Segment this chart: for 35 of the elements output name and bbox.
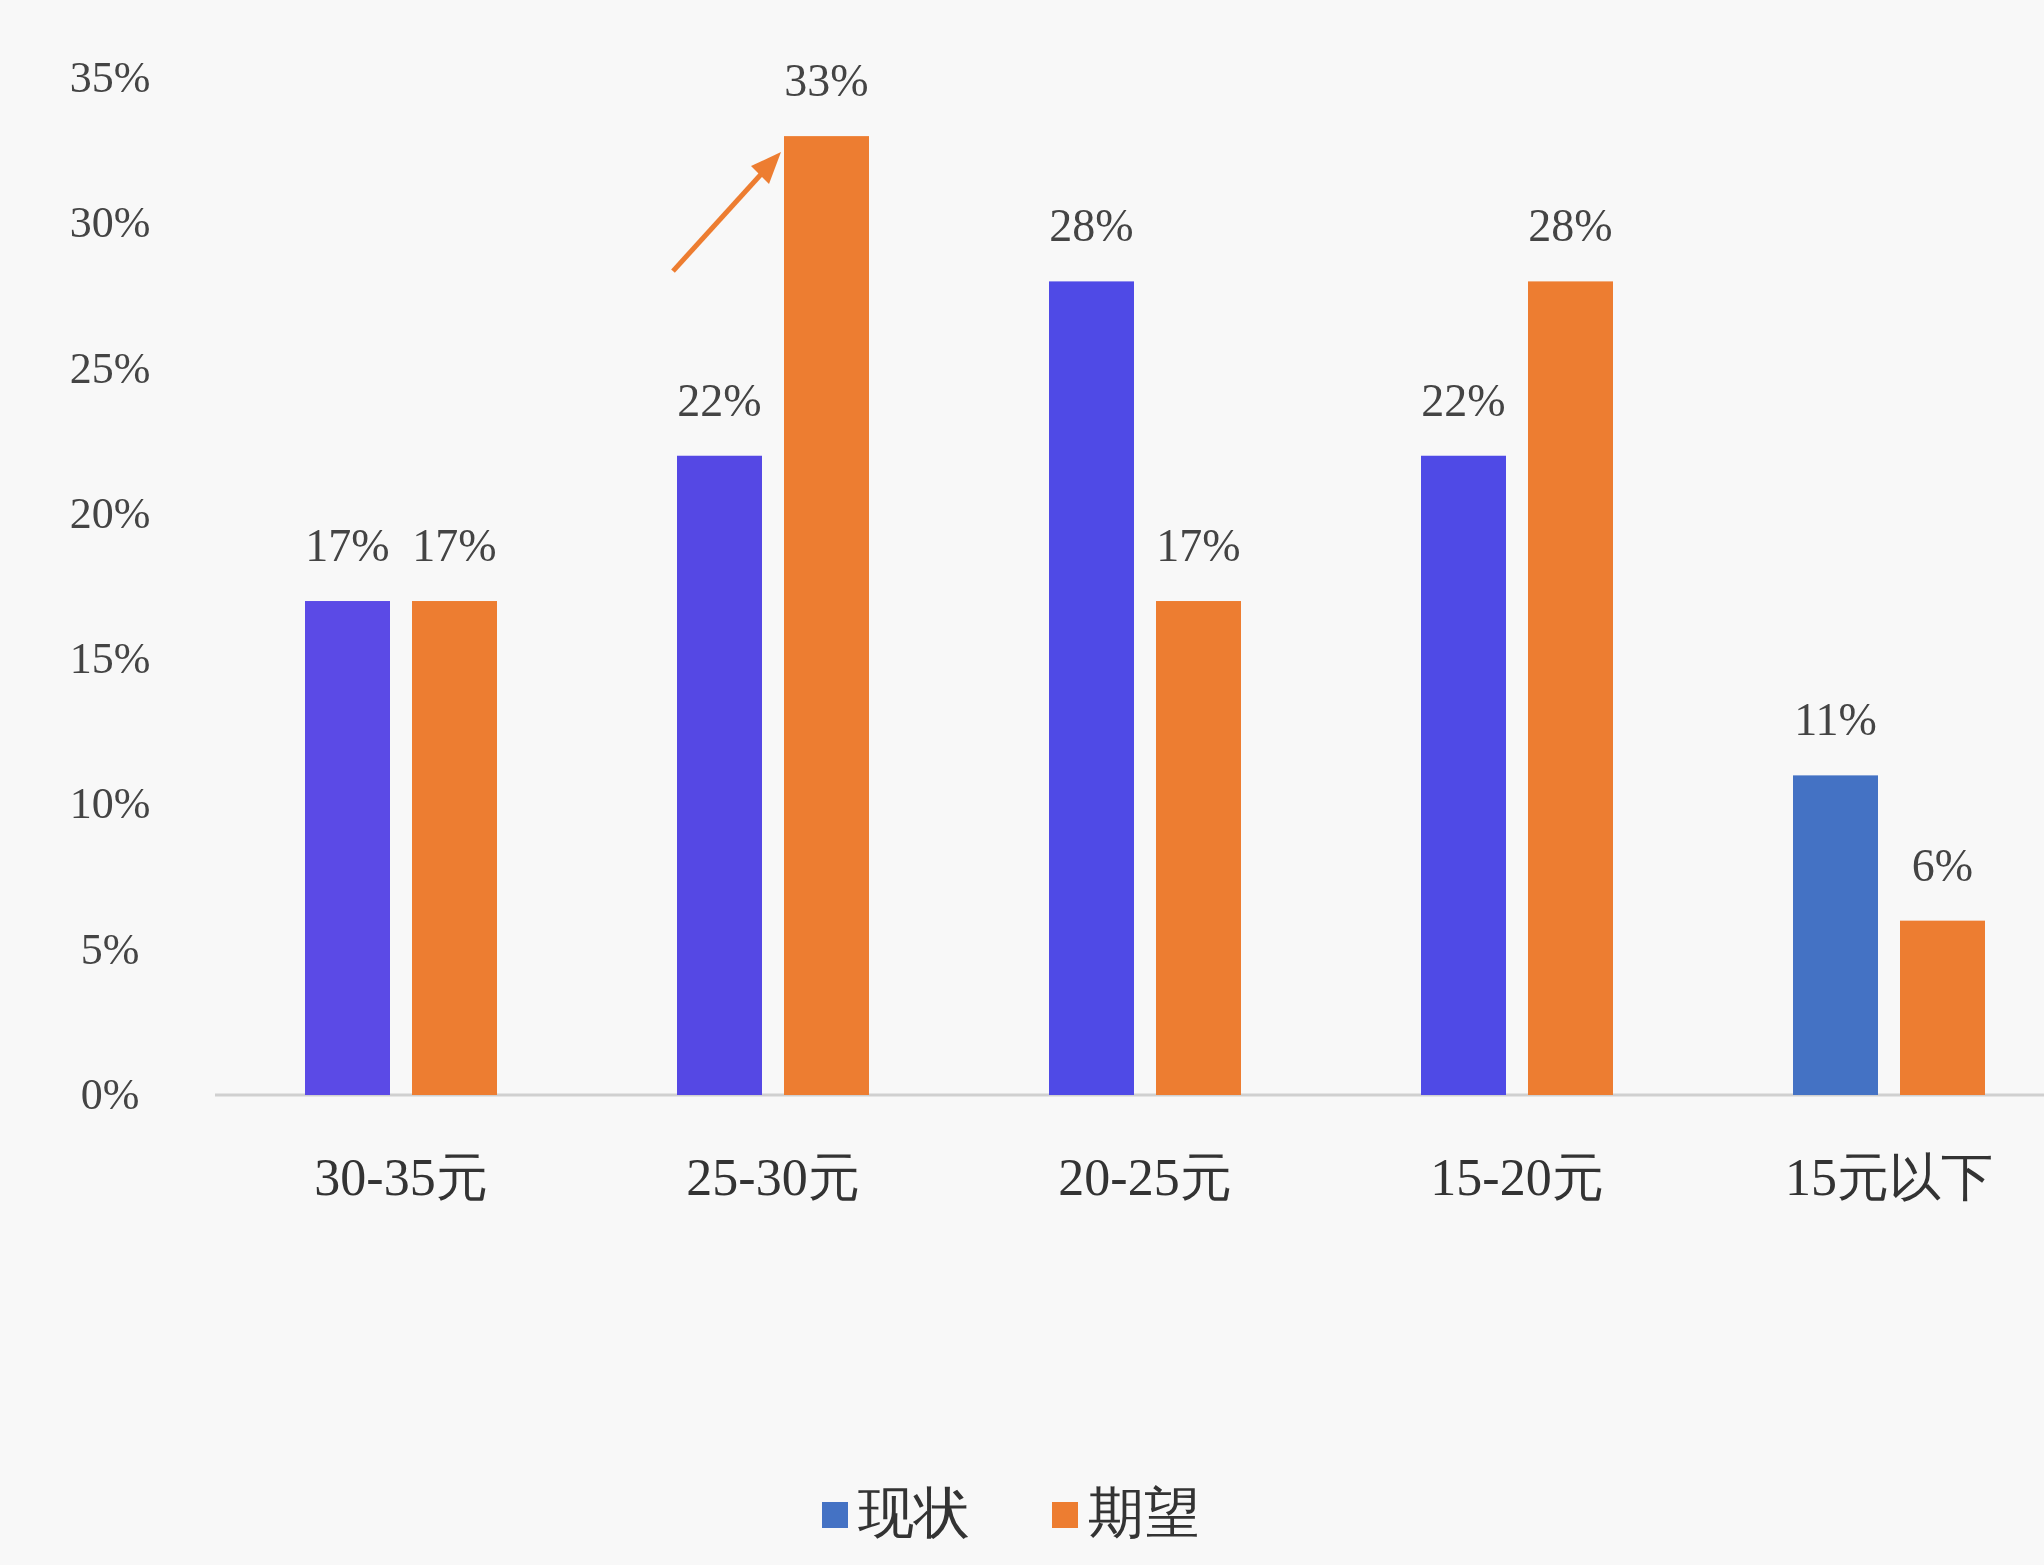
x-tick-label: 15元以下 <box>1785 1149 1993 1206</box>
bar <box>1900 920 1985 1095</box>
data-label: 11% <box>1794 694 1877 746</box>
bar <box>1421 455 1506 1095</box>
legend-label: 期望 <box>1088 1482 1200 1544</box>
y-tick-label: 15% <box>69 634 151 684</box>
x-tick-label: 25-30元 <box>686 1149 860 1206</box>
bar <box>305 601 390 1095</box>
bar <box>1156 601 1241 1095</box>
data-label: 17% <box>412 520 497 572</box>
x-tick-label: 30-35元 <box>314 1149 488 1206</box>
y-tick-label: 10% <box>69 779 151 829</box>
data-label: 28% <box>1049 200 1134 252</box>
y-tick-label: 30% <box>69 198 151 248</box>
data-label: 22% <box>677 374 762 426</box>
bar <box>677 455 762 1095</box>
y-tick-label: 0% <box>80 1070 140 1119</box>
y-tick-label: 5% <box>80 924 140 974</box>
y-tick-label: 25% <box>69 343 151 393</box>
data-label: 6% <box>1911 839 1974 891</box>
x-tick-label: 15-20元 <box>1430 1149 1604 1206</box>
data-label: 17% <box>305 520 390 572</box>
data-label: 17% <box>1156 520 1241 572</box>
data-label: 28% <box>1528 200 1613 252</box>
bar <box>784 136 869 1095</box>
bar <box>1528 281 1613 1095</box>
bar <box>1793 775 1878 1095</box>
legend-label: 现状 <box>858 1482 970 1544</box>
bar <box>1049 281 1134 1095</box>
bar <box>412 601 497 1095</box>
x-tick-label: 20-25元 <box>1058 1149 1232 1206</box>
y-tick-label: 35% <box>69 53 151 102</box>
data-label: 33% <box>784 55 869 107</box>
data-label: 22% <box>1421 374 1506 426</box>
y-tick-label: 20% <box>69 488 151 538</box>
